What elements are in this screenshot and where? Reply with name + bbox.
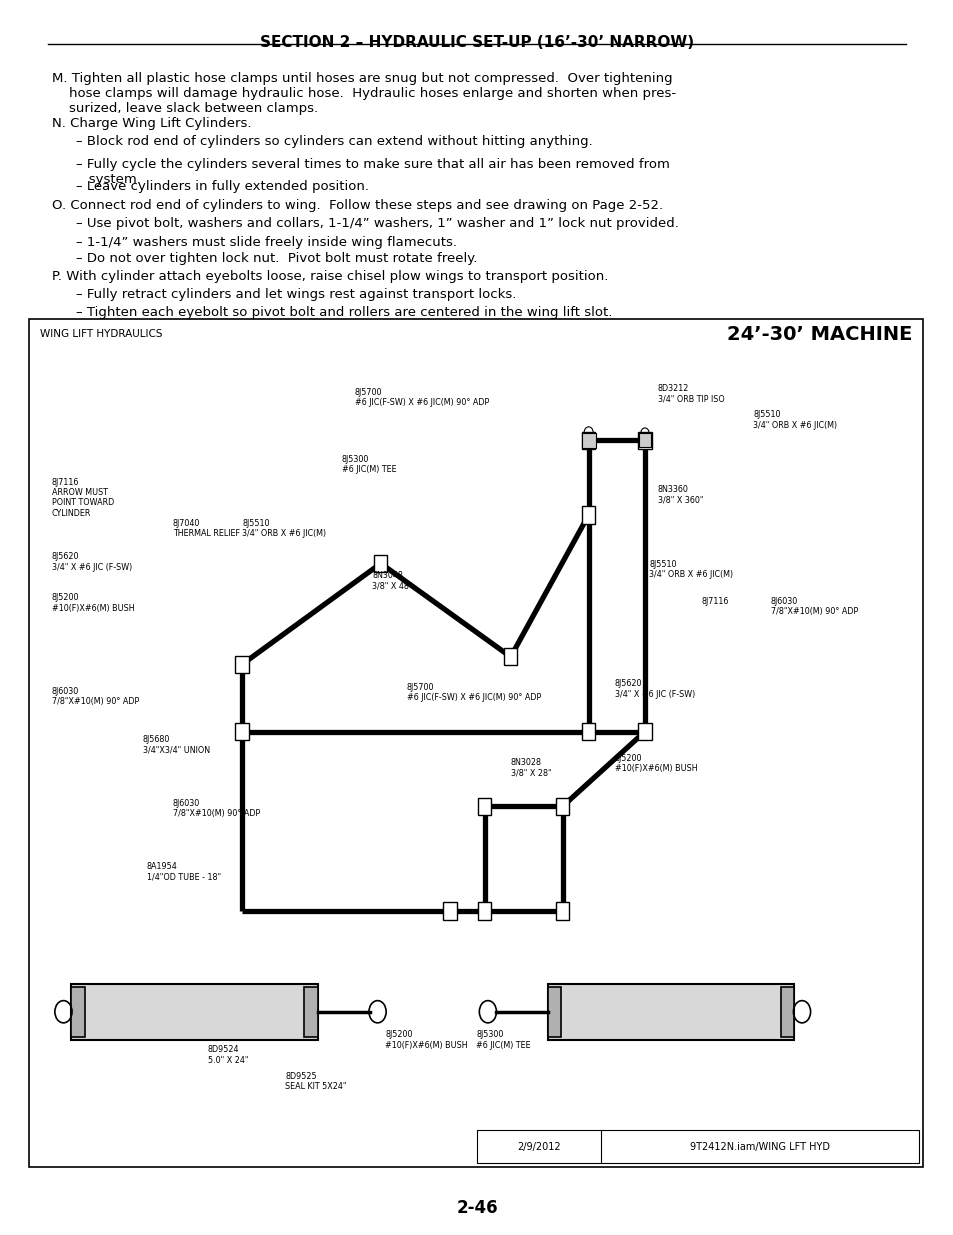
- Bar: [556, 903, 569, 920]
- Text: – Leave cylinders in fully extended position.: – Leave cylinders in fully extended posi…: [76, 180, 369, 194]
- Bar: [304, 987, 317, 1037]
- Bar: [556, 798, 569, 815]
- Text: 8J5620
3/4" X #6 JIC (F-SW): 8J5620 3/4" X #6 JIC (F-SW): [51, 552, 132, 572]
- Text: M. Tighten all plastic hose clamps until hoses are snug but not compressed.  Ove: M. Tighten all plastic hose clamps until…: [52, 72, 676, 115]
- Text: 8J5700
#6 JIC(F-SW) X #6 JIC(M) 90° ADP: 8J5700 #6 JIC(F-SW) X #6 JIC(M) 90° ADP: [355, 388, 489, 408]
- Text: – Do not over tighten lock nut.  Pivot bolt must rotate freely.: – Do not over tighten lock nut. Pivot bo…: [76, 252, 477, 266]
- Bar: [547, 987, 560, 1037]
- Text: 8A1954
1/4"OD TUBE - 18": 8A1954 1/4"OD TUBE - 18": [147, 862, 221, 882]
- Text: 2-46: 2-46: [456, 1199, 497, 1216]
- Text: 8J7116
ARROW MUST
POINT TOWARD
CYLINDER: 8J7116 ARROW MUST POINT TOWARD CYLINDER: [51, 478, 113, 517]
- Text: 8J5200
#10(F)X#6(M) BUSH: 8J5200 #10(F)X#6(M) BUSH: [385, 1030, 467, 1050]
- Text: 8N3028
3/8" X 28": 8N3028 3/8" X 28": [510, 758, 551, 777]
- Bar: [235, 722, 249, 740]
- Bar: [477, 798, 491, 815]
- Bar: [638, 431, 651, 448]
- Text: 8J7116: 8J7116: [700, 597, 728, 606]
- Text: 8J5300
#6 JIC(M) TEE: 8J5300 #6 JIC(M) TEE: [341, 456, 396, 474]
- Text: – 1-1/4” washers must slide freely inside wing flamecuts.: – 1-1/4” washers must slide freely insid…: [76, 236, 456, 249]
- Text: 8J7040
THERMAL RELIEF: 8J7040 THERMAL RELIEF: [172, 519, 239, 538]
- Text: 8D3212
3/4" ORB TIP ISO: 8D3212 3/4" ORB TIP ISO: [658, 384, 724, 404]
- Text: 8D9525
SEAL KIT 5X24": 8D9525 SEAL KIT 5X24": [285, 1072, 347, 1091]
- Text: 8J5510
3/4" ORB X #6 JIC(M): 8J5510 3/4" ORB X #6 JIC(M): [753, 410, 837, 430]
- Bar: [443, 903, 456, 920]
- Text: 8J5620
3/4" X #6 JIC (F-SW): 8J5620 3/4" X #6 JIC (F-SW): [614, 679, 694, 699]
- Bar: [374, 555, 387, 572]
- Bar: [638, 722, 651, 740]
- Bar: [503, 648, 517, 666]
- Text: 8J5510
3/4" ORB X #6 JIC(M): 8J5510 3/4" ORB X #6 JIC(M): [649, 559, 733, 579]
- Bar: [581, 506, 595, 524]
- Text: 8N3048
3/8" X 48": 8N3048 3/8" X 48": [372, 571, 412, 590]
- Text: 8J6030
7/8"X#10(M) 90° ADP: 8J6030 7/8"X#10(M) 90° ADP: [172, 799, 260, 819]
- Text: 8J6030
7/8"X#10(M) 90° ADP: 8J6030 7/8"X#10(M) 90° ADP: [51, 687, 139, 706]
- Bar: [581, 432, 595, 447]
- Text: – Use pivot bolt, washers and collars, 1-1/4” washers, 1” washer and 1” lock nut: – Use pivot bolt, washers and collars, 1…: [76, 217, 679, 231]
- Text: 8J5700
#6 JIC(F-SW) X #6 JIC(M) 90° ADP: 8J5700 #6 JIC(F-SW) X #6 JIC(M) 90° ADP: [406, 683, 540, 703]
- Text: – Tighten each eyebolt so pivot bolt and rollers are centered in the wing lift s: – Tighten each eyebolt so pivot bolt and…: [76, 306, 612, 320]
- Text: 8J5200
#10(F)X#6(M) BUSH: 8J5200 #10(F)X#6(M) BUSH: [614, 753, 697, 773]
- Text: 8J5680
3/4"X3/4" UNION: 8J5680 3/4"X3/4" UNION: [142, 735, 210, 755]
- Text: 8N3360
3/8" X 360": 8N3360 3/8" X 360": [658, 485, 702, 504]
- Text: WING LIFT HYDRAULICS: WING LIFT HYDRAULICS: [40, 329, 162, 338]
- Bar: [29, 319, 923, 1167]
- Text: – Block rod end of cylinders so cylinders can extend without hitting anything.: – Block rod end of cylinders so cylinder…: [76, 135, 593, 148]
- Bar: [547, 984, 794, 1040]
- Bar: [71, 984, 317, 1040]
- Bar: [476, 1130, 918, 1163]
- Bar: [638, 433, 651, 447]
- Text: N. Charge Wing Lift Cylinders.: N. Charge Wing Lift Cylinders.: [52, 117, 252, 131]
- Text: 8J6030
7/8"X#10(M) 90° ADP: 8J6030 7/8"X#10(M) 90° ADP: [770, 597, 857, 616]
- Text: P. With cylinder attach eyebolts loose, raise chisel plow wings to transport pos: P. With cylinder attach eyebolts loose, …: [52, 270, 608, 284]
- Bar: [780, 987, 794, 1037]
- Text: – Fully cycle the cylinders several times to make sure that all air has been rem: – Fully cycle the cylinders several time…: [76, 158, 670, 186]
- Text: 8J5510
3/4" ORB X #6 JIC(M): 8J5510 3/4" ORB X #6 JIC(M): [242, 519, 326, 538]
- Text: O. Connect rod end of cylinders to wing.  Follow these steps and see drawing on : O. Connect rod end of cylinders to wing.…: [52, 199, 663, 212]
- Text: – Fully retract cylinders and let wings rest against transport locks.: – Fully retract cylinders and let wings …: [76, 288, 517, 301]
- Text: 8J5300
#6 JIC(M) TEE: 8J5300 #6 JIC(M) TEE: [476, 1030, 530, 1050]
- Text: 24’-30’ MACHINE: 24’-30’ MACHINE: [726, 325, 911, 343]
- Bar: [581, 722, 595, 740]
- Text: 8D9524
5.0" X 24": 8D9524 5.0" X 24": [208, 1045, 248, 1065]
- Text: 9T2412N.iam/WING LFT HYD: 9T2412N.iam/WING LFT HYD: [689, 1141, 829, 1152]
- Text: SECTION 2 – HYDRAULIC SET-UP (16’-30’ NARROW): SECTION 2 – HYDRAULIC SET-UP (16’-30’ NA…: [259, 35, 694, 49]
- Bar: [71, 987, 85, 1037]
- Bar: [235, 656, 249, 673]
- Bar: [581, 431, 595, 448]
- Text: 2/9/2012: 2/9/2012: [517, 1141, 560, 1152]
- Bar: [477, 903, 491, 920]
- Text: 8J5200
#10(F)X#6(M) BUSH: 8J5200 #10(F)X#6(M) BUSH: [51, 593, 134, 613]
